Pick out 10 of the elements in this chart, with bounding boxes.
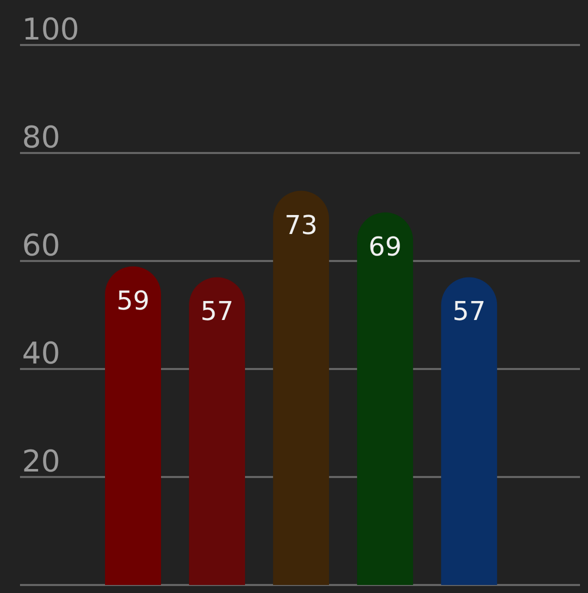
y-tick-label: 20 <box>22 444 60 480</box>
data-label: 57 <box>452 297 486 328</box>
y-tick-label: 100 <box>22 12 80 48</box>
data-label: 69 <box>368 232 402 262</box>
data-label: 73 <box>284 210 318 241</box>
y-tick-label: 60 <box>22 228 60 264</box>
y-tick-label: 40 <box>22 336 60 372</box>
y-tick-label: 80 <box>22 120 60 156</box>
data-label: 59 <box>116 286 150 316</box>
data-label: 57 <box>200 297 234 328</box>
